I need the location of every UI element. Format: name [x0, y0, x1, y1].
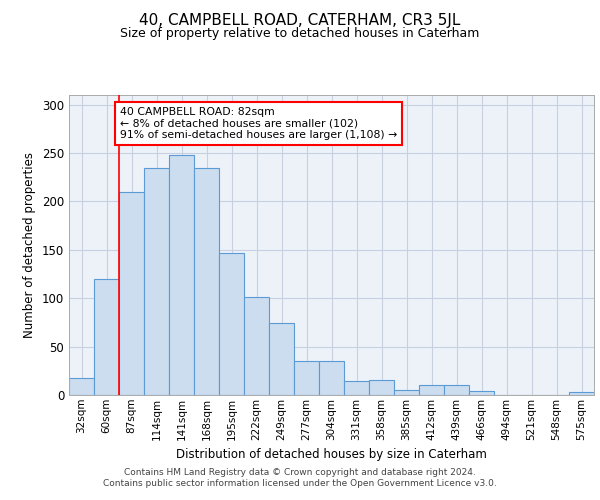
Bar [269, 324, 294, 395]
Text: Contains HM Land Registry data © Crown copyright and database right 2024.
Contai: Contains HM Land Registry data © Crown c… [103, 468, 497, 487]
Bar [444, 386, 469, 395]
Bar [94, 279, 119, 395]
X-axis label: Distribution of detached houses by size in Caterham: Distribution of detached houses by size … [176, 448, 487, 461]
Text: Size of property relative to detached houses in Caterham: Size of property relative to detached ho… [121, 28, 479, 40]
Text: 40, CAMPBELL ROAD, CATERHAM, CR3 5JL: 40, CAMPBELL ROAD, CATERHAM, CR3 5JL [139, 12, 461, 28]
Bar [569, 392, 594, 395]
Bar [169, 155, 194, 395]
Bar [369, 380, 394, 395]
Bar [219, 252, 244, 395]
Bar [144, 168, 169, 395]
Bar [319, 361, 344, 395]
Bar [394, 390, 419, 395]
Bar [294, 361, 319, 395]
Bar [244, 298, 269, 395]
Bar [469, 391, 494, 395]
Bar [419, 386, 444, 395]
Y-axis label: Number of detached properties: Number of detached properties [23, 152, 37, 338]
Text: 40 CAMPBELL ROAD: 82sqm
← 8% of detached houses are smaller (102)
91% of semi-de: 40 CAMPBELL ROAD: 82sqm ← 8% of detached… [120, 106, 398, 140]
Bar [119, 192, 144, 395]
Bar [194, 168, 219, 395]
Bar [69, 378, 94, 395]
Bar [344, 382, 369, 395]
